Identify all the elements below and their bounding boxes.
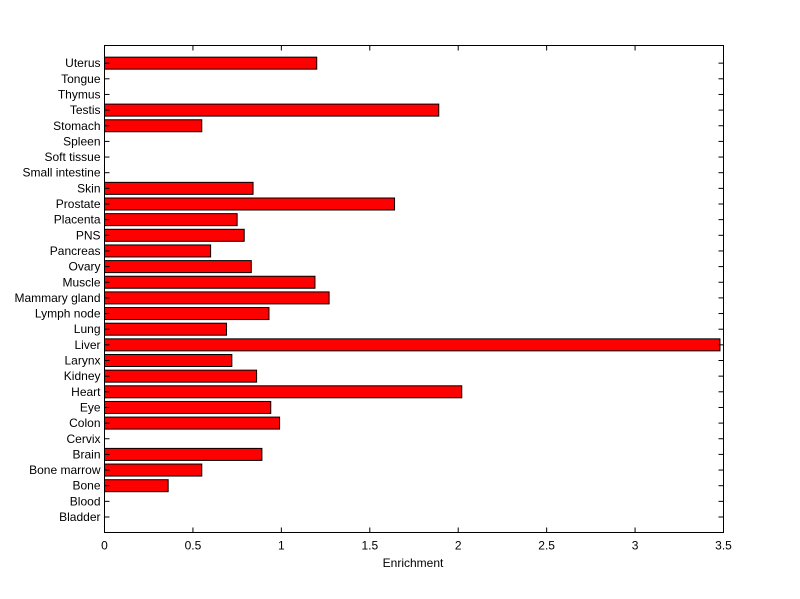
bar-placenta (104, 213, 238, 227)
y-tick-label: Prostate (56, 197, 101, 211)
bar-pancreas (104, 244, 212, 258)
y-tick-label: Blood (70, 494, 101, 508)
y-tick-label: Cervix (66, 432, 100, 446)
bar-mammary-gland (104, 291, 330, 305)
bar-colon (104, 416, 281, 430)
y-tick-label: Soft tissue (44, 150, 100, 164)
bar-bone (104, 479, 169, 493)
bar-heart (104, 385, 463, 399)
y-tick-label: Larynx (64, 354, 100, 368)
x-tick-label: 3.5 (715, 539, 732, 553)
y-tick-label: Heart (71, 385, 101, 399)
bar-uterus (104, 56, 318, 70)
bar-skin (104, 181, 254, 195)
y-tick-label: Brain (72, 447, 100, 461)
bar-testis (104, 103, 440, 117)
x-tick-label: 1.5 (361, 539, 378, 553)
y-tick-label: Testis (70, 103, 101, 117)
bar-ovary (104, 260, 252, 274)
bar-stomach (104, 119, 203, 133)
bar-prostate (104, 197, 396, 211)
y-tick-label: Eye (80, 400, 101, 414)
x-tick-label: 0 (101, 539, 108, 553)
bar-lymph-node (104, 307, 270, 321)
y-tick-label: Lung (74, 322, 101, 336)
y-tick-label: Placenta (54, 213, 101, 227)
x-tick-label: 3 (632, 539, 639, 553)
y-tick-label: Thymus (58, 87, 101, 101)
plot-area-frame (104, 45, 724, 533)
x-axis-label: Enrichment (383, 556, 444, 570)
bar-lung (104, 322, 228, 336)
bar-pns (104, 228, 245, 242)
bar-kidney (104, 369, 258, 383)
y-tick-label: Stomach (53, 119, 100, 133)
y-tick-label: Uterus (65, 56, 100, 70)
y-tick-label: Small intestine (22, 166, 100, 180)
bar-larynx (104, 354, 233, 367)
y-tick-label: Liver (74, 338, 100, 352)
x-tick-label: 2.5 (538, 539, 555, 553)
y-tick-label: Ovary (68, 260, 100, 274)
x-axis-ticks: 0 0.5 1 1.5 2 2.5 3 3.5 (101, 45, 732, 553)
bar-liver (104, 338, 721, 352)
x-tick-label: 2 (455, 539, 462, 553)
y-tick-label: Lymph node (35, 307, 101, 321)
y-tick-label: Tongue (61, 72, 101, 86)
bar-muscle (104, 275, 316, 289)
x-tick-label: 1 (278, 539, 285, 553)
y-tick-label: Colon (69, 416, 100, 430)
y-tick-label: Bone marrow (29, 463, 101, 477)
bar-brain (104, 447, 263, 461)
y-tick-label: Kidney (64, 369, 101, 383)
y-tick-label: Mammary gland (14, 291, 100, 305)
bar-bone-marrow (104, 463, 203, 477)
x-tick-label: 0.5 (185, 539, 202, 553)
y-tick-label: Pancreas (50, 244, 101, 258)
y-tick-label: Bladder (59, 510, 100, 524)
y-tick-label: Skin (77, 181, 100, 195)
y-tick-label: Muscle (62, 275, 100, 289)
y-tick-label: PNS (76, 228, 101, 242)
y-tick-label: Bone (72, 479, 100, 493)
bar-eye (104, 400, 272, 414)
y-tick-label: Spleen (63, 134, 100, 148)
bars-group (104, 56, 721, 493)
